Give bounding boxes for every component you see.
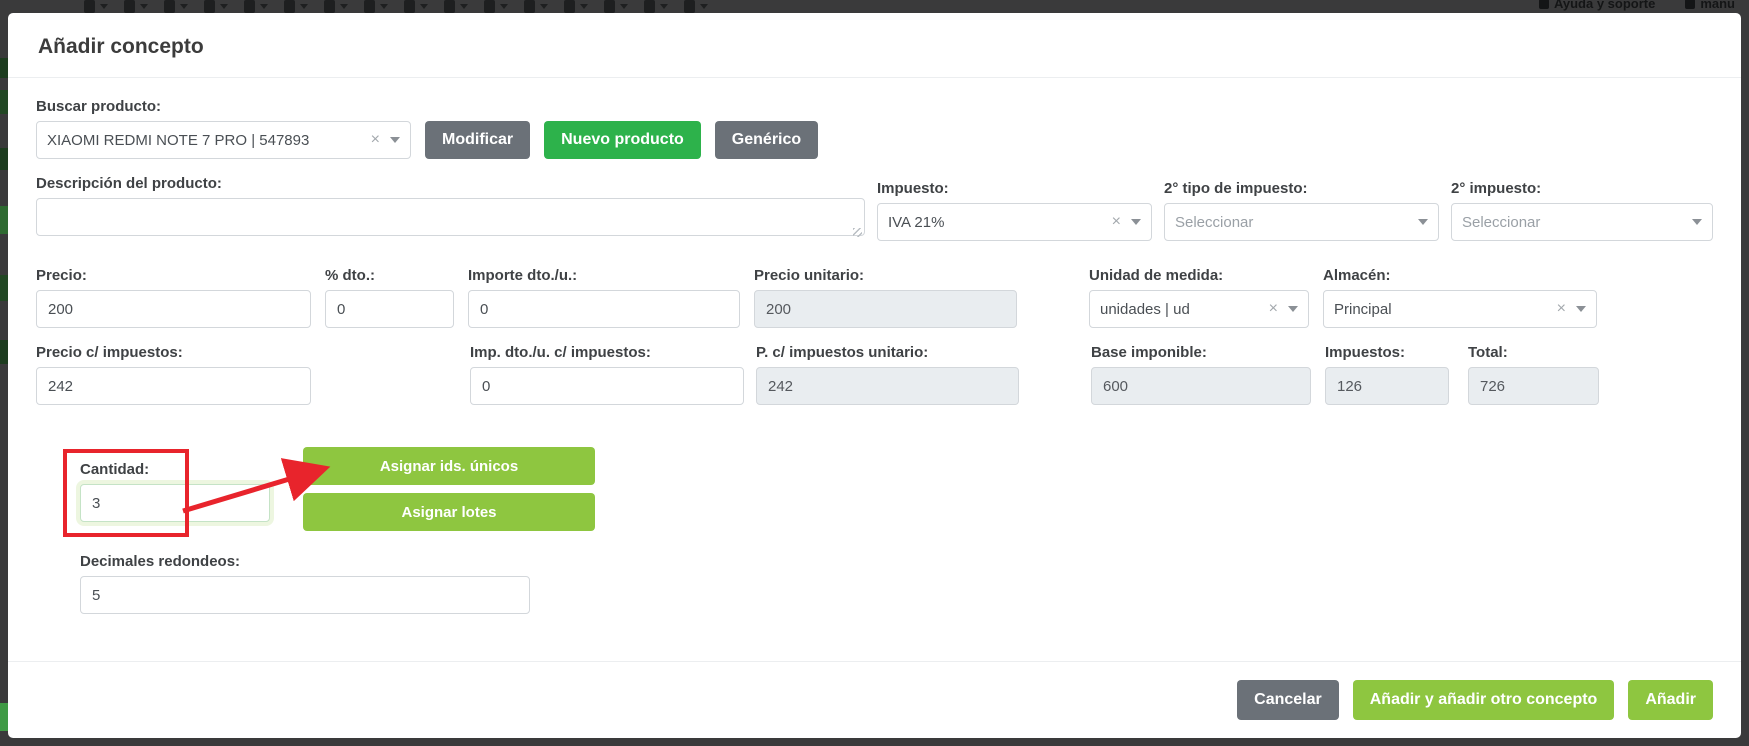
discount-pct-input[interactable]: [325, 290, 454, 328]
toolbar-icon: [164, 0, 188, 13]
description-textarea[interactable]: [36, 198, 865, 236]
warehouse-select[interactable]: Principal ×: [1323, 290, 1597, 328]
clear-icon[interactable]: ×: [1268, 300, 1278, 317]
price-with-tax-input[interactable]: [36, 367, 311, 405]
description-label: Descripción del producto:: [36, 175, 222, 192]
caret-down-icon: [1288, 306, 1298, 312]
tax-base-input: [1091, 367, 1311, 405]
toolbar-icon: [284, 0, 308, 13]
add-and-add-another-button[interactable]: Añadir y añadir otro concepto: [1352, 680, 1615, 720]
toolbar-icon: [324, 0, 348, 13]
unit-price-label: Precio unitario:: [754, 267, 865, 284]
discount-per-unit-label: Importe dto./u.:: [468, 267, 578, 284]
taxes-label: Impuestos:: [1325, 344, 1406, 361]
toolbar-icon: [124, 0, 148, 13]
help-icon: [1538, 0, 1549, 9]
unit-price-input: [754, 290, 1017, 328]
unit-price-with-tax-label: P. c/ impuestos unitario:: [756, 344, 929, 361]
toolbar-icon: [444, 0, 468, 13]
discount-per-unit-with-tax-input[interactable]: [470, 367, 744, 405]
unit-price-with-tax-input: [756, 367, 1019, 405]
rounding-decimals-input[interactable]: [80, 576, 530, 614]
tax2-select[interactable]: Seleccionar: [1451, 203, 1713, 241]
product-search-select[interactable]: XIAOMI REDMI NOTE 7 PRO | 547893 ×: [36, 121, 411, 159]
manual-icon: [1685, 0, 1696, 9]
clear-icon[interactable]: ×: [370, 131, 380, 148]
unit-of-measure-label: Unidad de medida:: [1089, 267, 1224, 284]
toolbar-icon: [644, 0, 668, 13]
modify-button[interactable]: Modificar: [425, 121, 531, 159]
background-toolbar: Ayuda y soporte manu: [0, 0, 1749, 13]
tax-label: Impuesto:: [877, 180, 949, 197]
tax-base-label: Base imponible:: [1091, 344, 1207, 361]
help-link: Ayuda y soporte: [1538, 0, 1655, 11]
discount-per-unit-input[interactable]: [468, 290, 740, 328]
caret-down-icon: [1576, 306, 1586, 312]
toolbar-icon: [684, 0, 708, 13]
price-with-tax-label: Precio c/ impuestos:: [36, 344, 183, 361]
resize-handle-icon[interactable]: [853, 228, 862, 237]
price-label: Precio:: [36, 267, 87, 284]
clear-icon[interactable]: ×: [1111, 213, 1121, 230]
header-divider: [8, 77, 1741, 78]
add-button[interactable]: Añadir: [1628, 680, 1713, 720]
rounding-decimals-label: Decimales redondeos:: [80, 553, 241, 570]
caret-down-icon: [390, 137, 400, 143]
tax2-label: 2° impuesto:: [1451, 180, 1542, 197]
background-sidebar: [0, 13, 8, 746]
caret-down-icon: [1131, 219, 1141, 225]
assign-lots-button[interactable]: Asignar lotes: [303, 493, 595, 531]
toolbar-icon: [244, 0, 268, 13]
tax2-type-label: 2° tipo de impuesto:: [1164, 180, 1308, 197]
caret-down-icon: [1692, 219, 1702, 225]
taxes-input: [1325, 367, 1449, 405]
product-search-value: XIAOMI REDMI NOTE 7 PRO | 547893: [47, 131, 310, 149]
caret-down-icon: [1418, 219, 1428, 225]
clear-icon[interactable]: ×: [1556, 300, 1566, 317]
quantity-label: Cantidad:: [80, 461, 150, 478]
total-input: [1468, 367, 1599, 405]
toolbar-icon: [204, 0, 228, 13]
modal-body: Buscar producto: XIAOMI REDMI NOTE 7 PRO…: [8, 78, 1741, 661]
assign-unique-ids-button[interactable]: Asignar ids. únicos: [303, 447, 595, 485]
new-product-button[interactable]: Nuevo producto: [544, 121, 701, 159]
toolbar-icon: [364, 0, 388, 13]
tax2-type-select[interactable]: Seleccionar: [1164, 203, 1439, 241]
modal-header: Añadir concepto: [8, 13, 1741, 77]
product-search-label: Buscar producto:: [36, 98, 162, 115]
tax-select[interactable]: IVA 21% ×: [877, 203, 1152, 241]
generic-button[interactable]: Genérico: [714, 121, 819, 159]
warehouse-label: Almacén:: [1323, 267, 1391, 284]
toolbar-icon: [564, 0, 588, 13]
discount-pct-label: % dto.:: [325, 267, 375, 284]
toolbar-icons: [84, 0, 724, 13]
toolbar-icon: [524, 0, 548, 13]
modal-title: Añadir concepto: [38, 35, 204, 58]
price-input[interactable]: [36, 290, 311, 328]
unit-of-measure-select[interactable]: unidades | ud ×: [1089, 290, 1309, 328]
total-label: Total:: [1468, 344, 1508, 361]
toolbar-icon: [84, 0, 108, 13]
toolbar-icon: [484, 0, 508, 13]
manual-link: manu: [1685, 0, 1735, 11]
toolbar-icon: [404, 0, 428, 13]
quantity-input[interactable]: [80, 484, 270, 522]
discount-per-unit-with-tax-label: Imp. dto./u. c/ impuestos:: [470, 344, 651, 361]
modal-footer: Cancelar Añadir y añadir otro concepto A…: [8, 661, 1741, 738]
cancel-button[interactable]: Cancelar: [1237, 680, 1339, 720]
toolbar-icon: [604, 0, 628, 13]
quantity-row: Cantidad: Asignar ids. únicos Asignar lo…: [63, 447, 1713, 537]
add-concept-modal: Añadir concepto Buscar producto: XIAOMI …: [8, 13, 1741, 738]
